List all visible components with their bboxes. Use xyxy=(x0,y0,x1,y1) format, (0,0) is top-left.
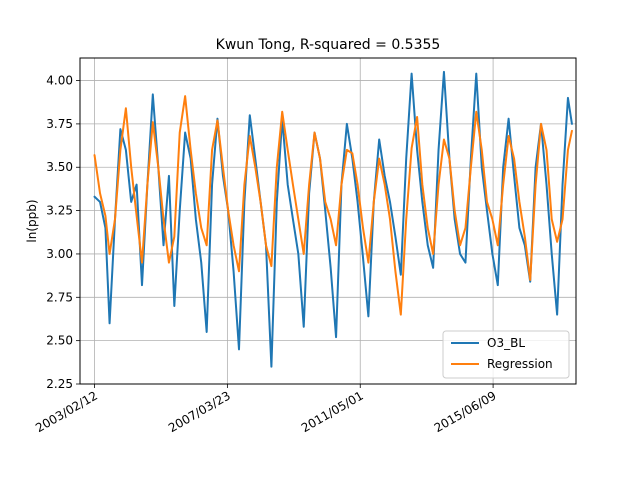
y-tick-label: 4.00 xyxy=(46,74,73,88)
y-tick-label: 2.25 xyxy=(46,377,73,391)
y-tick-label: 3.25 xyxy=(46,204,73,218)
plot-frame xyxy=(79,57,577,385)
y-tick-label: 2.75 xyxy=(46,290,73,304)
y-tick-label: 3.00 xyxy=(46,247,73,261)
series-line-regression xyxy=(93,95,573,316)
y-tick-label: 2.50 xyxy=(46,334,73,348)
legend-label-regression: Regression xyxy=(487,357,553,371)
legend: O3_BL Regression xyxy=(442,330,570,379)
y-axis-label: ln(ppb) xyxy=(25,199,39,242)
y-tick-label: 3.50 xyxy=(46,160,73,174)
series-layer xyxy=(93,70,573,368)
legend-label-o3-bl: O3_BL xyxy=(487,336,525,350)
series-line-o3-bl xyxy=(93,70,573,368)
y-tick-label: 3.75 xyxy=(46,117,73,131)
chart-title: Kwun Tong, R-squared = 0.5355 xyxy=(216,37,441,53)
